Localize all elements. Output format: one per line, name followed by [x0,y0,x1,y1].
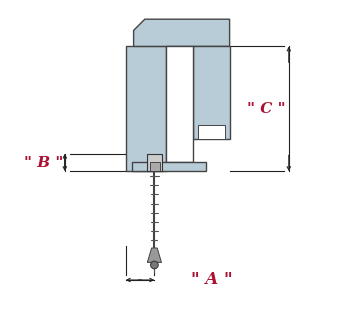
Polygon shape [150,162,160,171]
Polygon shape [126,46,166,171]
Polygon shape [193,46,230,139]
Polygon shape [198,125,225,139]
Polygon shape [147,154,162,171]
Circle shape [150,261,158,269]
Polygon shape [147,248,161,262]
Text: " A ": " A " [191,271,233,289]
Polygon shape [132,162,206,171]
Text: " C ": " C " [247,102,286,116]
Polygon shape [134,19,230,46]
Polygon shape [166,46,193,162]
Text: " B ": " B " [24,156,64,170]
